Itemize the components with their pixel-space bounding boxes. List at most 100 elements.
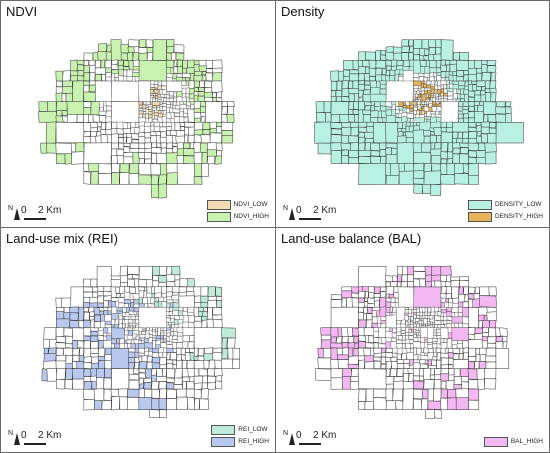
map-block bbox=[448, 71, 454, 76]
map-block bbox=[405, 125, 410, 133]
map-block bbox=[147, 337, 153, 344]
map-block bbox=[424, 116, 428, 120]
map-block bbox=[201, 382, 208, 390]
map-block bbox=[172, 78, 178, 82]
map-block bbox=[363, 101, 372, 107]
map-block bbox=[371, 323, 378, 328]
map-block bbox=[128, 379, 140, 390]
map-block bbox=[71, 151, 85, 165]
map-block bbox=[445, 298, 449, 303]
map-block bbox=[358, 89, 364, 98]
map-block bbox=[114, 318, 119, 326]
map-block bbox=[400, 323, 407, 328]
map-block bbox=[204, 91, 213, 98]
map-block bbox=[122, 122, 129, 130]
map-block bbox=[389, 327, 393, 332]
city-map bbox=[41, 265, 240, 419]
map-block bbox=[419, 48, 426, 57]
map-block bbox=[98, 110, 107, 116]
city-map bbox=[314, 39, 524, 197]
map-block bbox=[138, 101, 143, 106]
map-block bbox=[348, 335, 354, 344]
map-block bbox=[181, 359, 188, 370]
map-block bbox=[122, 66, 130, 71]
map-block bbox=[135, 122, 140, 128]
map-block bbox=[364, 137, 374, 144]
map-block bbox=[98, 115, 107, 123]
map-block bbox=[422, 314, 426, 319]
map-block bbox=[103, 377, 112, 390]
map-block bbox=[157, 327, 161, 336]
map-block bbox=[433, 53, 442, 62]
map-block bbox=[433, 126, 442, 136]
map-block bbox=[379, 88, 387, 95]
map-block bbox=[105, 101, 113, 107]
map-block bbox=[369, 93, 387, 102]
map-block bbox=[184, 134, 189, 144]
map-block bbox=[330, 368, 343, 379]
map-block bbox=[446, 274, 452, 283]
map-block bbox=[418, 76, 425, 82]
map-block bbox=[88, 306, 95, 313]
map-block bbox=[446, 316, 453, 321]
map-block bbox=[77, 340, 85, 349]
map-block bbox=[410, 122, 414, 127]
map-block bbox=[161, 301, 167, 308]
map-block bbox=[166, 126, 172, 131]
map-block bbox=[143, 342, 154, 349]
map-block bbox=[413, 162, 425, 172]
legend-swatch bbox=[211, 436, 236, 447]
map-block bbox=[373, 347, 383, 354]
map-block bbox=[138, 110, 144, 115]
map-block bbox=[207, 307, 213, 320]
map-block bbox=[452, 353, 460, 360]
map-block bbox=[487, 133, 497, 144]
map-block bbox=[71, 368, 85, 380]
map-block bbox=[397, 122, 403, 129]
map-block bbox=[138, 174, 152, 185]
map-block bbox=[157, 99, 162, 102]
map-block bbox=[381, 347, 387, 354]
map-block bbox=[111, 343, 115, 349]
map-block bbox=[118, 318, 123, 325]
map-block bbox=[412, 142, 423, 153]
map-block bbox=[436, 75, 442, 82]
map-block bbox=[330, 80, 338, 91]
map-block bbox=[445, 286, 453, 294]
north-label: N bbox=[283, 205, 289, 212]
map-block bbox=[373, 360, 382, 369]
map-block bbox=[174, 112, 180, 117]
map-block bbox=[127, 266, 140, 275]
map-block bbox=[138, 104, 143, 109]
map-block bbox=[160, 130, 167, 138]
map-block bbox=[150, 80, 155, 86]
map-block bbox=[457, 131, 463, 139]
map-block bbox=[370, 155, 381, 164]
map-block bbox=[380, 316, 387, 321]
map-block bbox=[182, 327, 195, 336]
map-block bbox=[118, 69, 124, 77]
map-block bbox=[177, 335, 184, 343]
map-block bbox=[98, 347, 106, 357]
map-block bbox=[118, 323, 123, 329]
map-block bbox=[394, 297, 399, 303]
map-block bbox=[216, 296, 223, 301]
map-block bbox=[417, 354, 422, 361]
map-block bbox=[486, 65, 497, 73]
map-block bbox=[358, 307, 364, 313]
map-block bbox=[90, 101, 100, 116]
map-block bbox=[124, 339, 128, 344]
map-block bbox=[372, 397, 387, 410]
map-block bbox=[440, 368, 449, 375]
map-block bbox=[111, 319, 116, 325]
map-block bbox=[475, 157, 487, 164]
map-block bbox=[186, 381, 195, 390]
map-block bbox=[90, 341, 99, 349]
map-block bbox=[373, 337, 380, 343]
map-block bbox=[182, 59, 188, 69]
map-block bbox=[103, 310, 109, 316]
map-block bbox=[221, 347, 229, 360]
map-block bbox=[412, 48, 421, 55]
map-block bbox=[160, 142, 167, 149]
map-block bbox=[150, 163, 161, 176]
